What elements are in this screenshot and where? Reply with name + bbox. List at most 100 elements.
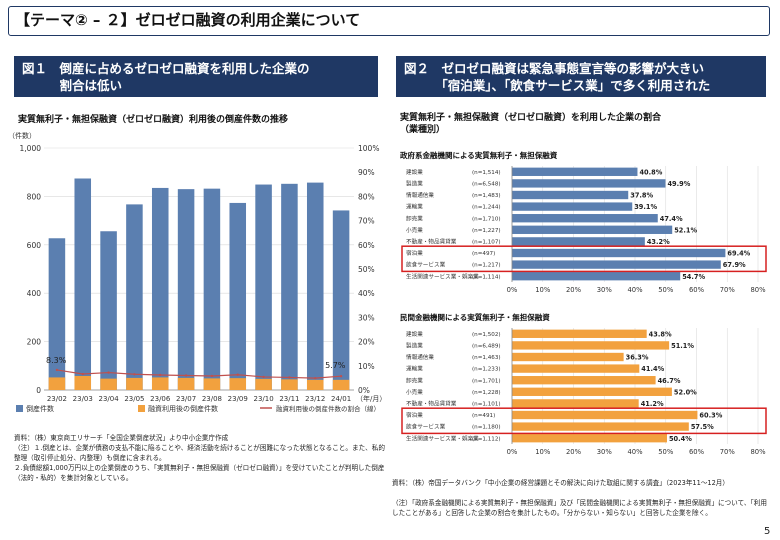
category-label: 製造業: [406, 341, 423, 349]
rate-point: [107, 371, 110, 374]
bar-zero-zero: [126, 377, 143, 390]
chart-subtitle: 民間金融機関による実質無利子・無担保融資: [400, 312, 550, 322]
fig1-chart: （件数） 0 200 400 600 800 1,000 0% 10% 20% 30% 40% 50% 6…: [8, 131, 386, 413]
legend-label-zero-zero: 融資利用後の倒産件数: [148, 404, 218, 413]
bar: [512, 399, 639, 408]
x-tick-label: 80%: [750, 448, 766, 456]
n-label: (n=1,483): [472, 193, 501, 199]
bar-total: [306, 182, 324, 390]
x-tick-label: 23/10: [253, 395, 273, 403]
fig2-chart-title: 実質無利子・無担保融資（ゼロゼロ融資）を利用した企業の割合 （業種別）: [400, 113, 662, 135]
bar: [512, 190, 629, 200]
x-tick-label: 50%: [658, 286, 674, 294]
y2-tick-label: 10%: [358, 362, 375, 371]
y2-tick-label: 0%: [358, 386, 370, 395]
bar: [512, 167, 638, 176]
fig2-note: （注）「政府系金融機関による実質無利子・無担保融資」及び「民間金融機関による実質…: [392, 499, 767, 517]
value-label: 41.4%: [641, 365, 664, 373]
x-tick-label: 0%: [507, 286, 518, 294]
rate-point: [236, 373, 239, 376]
bar-zero-zero: [332, 379, 350, 390]
x-tick-label: 40%: [627, 448, 643, 456]
page-number: 5: [764, 526, 771, 537]
category-label: 生活関連サービス業・娯楽業: [406, 272, 479, 280]
bar: [512, 260, 721, 269]
bar: [512, 214, 658, 223]
y-tick-label: 400: [27, 289, 42, 298]
bar: [512, 248, 726, 258]
legend-label-total: 倒産件数: [26, 404, 54, 413]
x-tick-label: 60%: [689, 448, 705, 456]
rate-point: [133, 373, 136, 376]
fig1-header: 図１ 倒産に占めるゼロゼロ融資を利用した企業の 割合は低い: [14, 56, 378, 97]
value-label: 52.1%: [674, 226, 697, 234]
y2-tick-label: 100%: [358, 144, 379, 153]
value-label: 49.9%: [667, 180, 690, 188]
bar: [512, 329, 647, 338]
category-label: 生活関連サービス業・娯楽業: [406, 434, 479, 442]
x-tick-label: 23/12: [305, 395, 325, 403]
n-label: (n=6,489): [472, 343, 501, 349]
value-label: 43.8%: [649, 330, 672, 338]
value-label: 67.9%: [723, 261, 746, 269]
x-tick-label: 23/03: [73, 395, 93, 403]
bar: [512, 422, 689, 431]
x-tick-label: 10%: [535, 286, 551, 294]
value-label: 40.8%: [639, 168, 662, 176]
n-label: (n=6,548): [472, 181, 501, 187]
bar-total: [332, 210, 350, 390]
n-label: (n=491): [472, 413, 495, 419]
value-label: 37.8%: [630, 192, 653, 200]
category-label: 情報通信業: [406, 353, 434, 361]
value-label: 46.7%: [658, 377, 681, 385]
value-label: 54.7%: [682, 273, 705, 281]
bar: [512, 237, 645, 246]
category-label: 不動産・物品賃貸業: [406, 237, 457, 245]
n-label: (n=1,217): [472, 263, 501, 269]
x-tick-label: 0%: [507, 448, 518, 456]
bar-zero-zero: [306, 379, 324, 390]
y2-tick-label: 60%: [358, 241, 375, 250]
value-label: 47.4%: [660, 215, 683, 223]
bar: [512, 387, 672, 396]
bar-zero-zero: [74, 375, 92, 390]
n-label: (n=1,244): [472, 205, 501, 211]
legend-swatch-total: [16, 405, 23, 412]
bar-total: [203, 188, 221, 390]
rate-point: [184, 374, 188, 377]
bar: [512, 272, 681, 281]
value-label: 57.5%: [691, 423, 714, 431]
bar-total: [126, 204, 143, 390]
y2-tick-label: 80%: [358, 192, 375, 201]
bar-total: [255, 184, 272, 390]
n-label: (n=1,502): [472, 332, 501, 338]
n-label: (n=497): [472, 251, 495, 257]
annotation-last: 5.7%: [325, 361, 346, 370]
n-label: (n=1,233): [472, 367, 501, 373]
fig1-note2: ２.負債総額1,000万円以上の企業倒産のうち、「実質無利子・無担保融資（ゼロゼ…: [14, 464, 385, 482]
category-label: 小売業: [406, 226, 423, 234]
y-tick-label: 1,000: [20, 144, 42, 153]
n-label: (n=1,710): [472, 216, 501, 222]
y2-tick-label: 40%: [358, 289, 375, 298]
x-tick-label: 23/06: [150, 395, 171, 403]
rate-point: [288, 376, 291, 379]
bar: [512, 434, 667, 443]
y2-tick-label: 70%: [358, 217, 375, 226]
n-label: (n=1,228): [472, 390, 501, 396]
y-axis-label: （件数）: [8, 131, 36, 140]
category-label: 小売業: [406, 388, 423, 396]
bar-zero-zero: [203, 378, 221, 390]
n-label: (n=1,227): [472, 228, 501, 234]
x-tick-label: 23/05: [124, 395, 144, 403]
bar-total: [281, 183, 298, 390]
x-tick-label: 70%: [720, 448, 736, 456]
n-label: (n=1,114): [472, 274, 501, 280]
x-tick-label: 23/11: [279, 395, 299, 403]
y-tick-label: 800: [27, 192, 42, 201]
bar-total: [229, 202, 247, 390]
bar-zero-zero: [177, 377, 195, 390]
rate-point: [55, 368, 59, 372]
category-label: 製造業: [406, 179, 423, 187]
bar-zero-zero: [255, 378, 272, 390]
